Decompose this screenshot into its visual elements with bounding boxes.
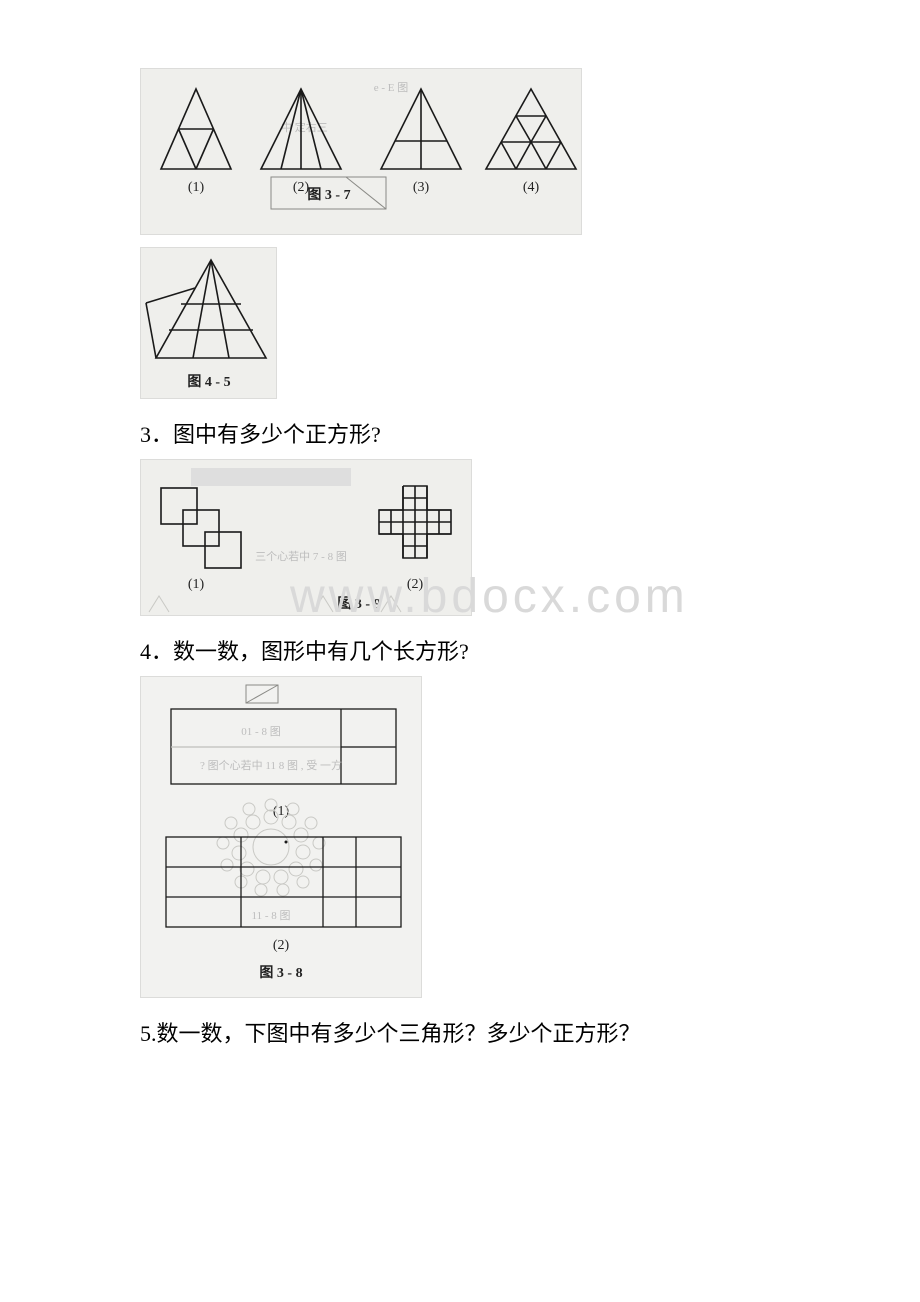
fig3-caption: 图 3 - 9 <box>337 596 380 612</box>
fig3-wrapper: (1) 三个心若中 7 - 8 图 (2) 图 3 - 9 <box>140 459 780 616</box>
fig1-caption: 图 3 - 7 <box>307 187 350 203</box>
ghost-text: 三个心若中 7 - 8 图 <box>255 550 347 563</box>
label-3: (3) <box>413 180 430 195</box>
ghost-text: ? 图个心若中 11 8 图 , 受 一方 <box>200 758 342 772</box>
question-4: 4．数一数，图形中有几个长方形? <box>140 634 780 666</box>
fig3-label-2: (2) <box>407 577 424 592</box>
ghost-text: 01 - 8 图 <box>241 725 280 738</box>
figure-3-7: e - E 图 中 定右三 (1) (2) <box>140 68 780 235</box>
fig-3-7-svg: e - E 图 中 定右三 (1) (2) <box>140 68 582 235</box>
figure-4-5: 图 4 - 5 <box>140 247 780 399</box>
fig3-label-1: (1) <box>188 577 205 592</box>
label-4: (4) <box>523 180 540 195</box>
label-1: (1) <box>188 180 205 195</box>
question-5: 5.数一数，下图中有多少个三角形？多少个正方形？ <box>140 1016 780 1048</box>
fig-3-9-svg: (1) 三个心若中 7 - 8 图 (2) 图 3 - 9 <box>140 459 472 616</box>
ghost-text: e - E 图 <box>374 81 409 94</box>
fig-4-5-svg: 图 4 - 5 <box>140 247 277 399</box>
fig4-caption: 图 3 - 8 <box>259 965 302 981</box>
ghost-text: 11 - 8 图 <box>251 909 290 922</box>
fig2-caption: 图 4 - 5 <box>187 374 230 390</box>
question-3: 3．图中有多少个正方形? <box>140 417 780 449</box>
figure-3-8: 01 - 8 图 ? 图个心若中 11 8 图 , 受 一方 (1) <box>140 676 780 998</box>
fig-3-8-svg: 01 - 8 图 ? 图个心若中 11 8 图 , 受 一方 (1) <box>140 676 422 998</box>
fig4-label-2: (2) <box>273 938 290 953</box>
